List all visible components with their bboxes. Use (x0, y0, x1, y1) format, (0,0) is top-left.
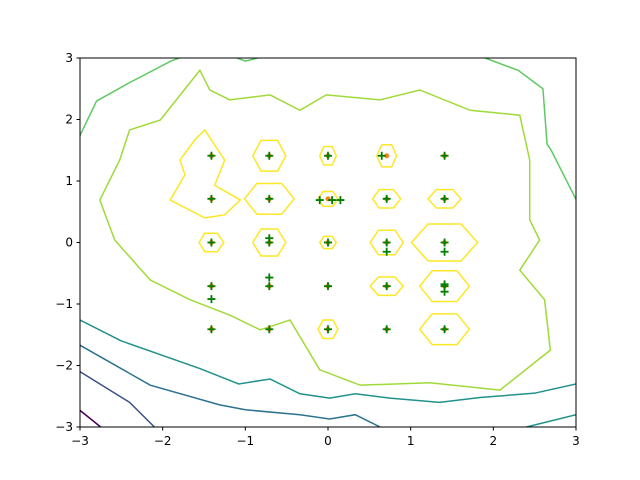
plus-marker (324, 151, 332, 160)
plus-marker (324, 238, 332, 247)
contour-line (236, 58, 258, 62)
y-tick-label: −2 (55, 359, 73, 373)
y-tick-label: 0 (65, 236, 73, 250)
plus-marker (207, 295, 216, 304)
x-tick-label: −2 (154, 434, 172, 448)
plus-marker (265, 194, 274, 203)
contour-line (375, 143, 398, 168)
y-tick-label: 2 (65, 113, 73, 127)
plus-marker (440, 238, 449, 247)
plus-marker (382, 282, 391, 291)
plus-marker (440, 280, 449, 289)
y-tick-label: −3 (55, 420, 73, 434)
plot-area (80, 58, 576, 427)
plus-marker (382, 247, 391, 256)
contour-line (318, 145, 338, 166)
contour-line (369, 229, 405, 256)
contour-line (99, 68, 552, 391)
x-tick-label: 0 (324, 434, 332, 448)
plus-marker (382, 325, 391, 334)
plus-marker (265, 234, 274, 243)
contour-line (80, 319, 576, 404)
contour-line (169, 128, 242, 219)
y-tick-label: 3 (65, 51, 73, 65)
plus-marker (324, 325, 332, 334)
contour-line (198, 232, 225, 253)
plus-marker (382, 238, 391, 247)
dot-marker (384, 153, 390, 159)
plus-marker (265, 151, 274, 160)
contour-line (418, 270, 471, 303)
plus-marker (440, 247, 449, 256)
plus-marker (207, 282, 216, 291)
plus-marker (382, 194, 391, 203)
plus-marker (265, 325, 274, 334)
contour-line (251, 139, 287, 172)
contour-line (317, 319, 339, 340)
plus-marker (207, 238, 216, 247)
contour-line (243, 182, 296, 215)
contour-line (410, 223, 479, 262)
contour-line (418, 313, 471, 346)
plus-marker (440, 325, 449, 334)
x-tick-label: −1 (236, 434, 254, 448)
y-tick-label: −1 (55, 297, 73, 311)
plus-marker (440, 151, 449, 160)
contour-line (484, 58, 576, 200)
contour-line (80, 409, 102, 427)
x-tick-label: 1 (407, 434, 415, 448)
plus-marker (315, 196, 324, 205)
plus-marker (207, 325, 216, 334)
plus-marker (265, 282, 274, 291)
plus-marker (440, 287, 449, 296)
contour-line (80, 344, 381, 427)
plus-marker (324, 282, 332, 291)
contour-line (369, 276, 405, 297)
contour-line (318, 235, 338, 250)
plus-marker (207, 194, 216, 203)
plus-marker (265, 273, 274, 282)
contour-line (80, 371, 155, 427)
plus-marker (440, 194, 449, 203)
plus-marker (328, 196, 337, 205)
x-tick-label: −3 (71, 434, 89, 448)
contour-line (251, 228, 287, 257)
axes: −3 −2 −1 0 1 2 3 −3 −2 −1 0 1 2 3 (55, 51, 580, 448)
x-tick-label: 3 (572, 434, 580, 448)
contour-line (526, 413, 576, 427)
contour-line (80, 58, 180, 136)
contour-line (371, 188, 402, 209)
y-tick-label: 1 (65, 174, 73, 188)
plus-marker (336, 196, 345, 205)
plus-marker (207, 151, 216, 160)
plus-marker (377, 151, 386, 160)
contour-line (317, 190, 339, 207)
x-tick-label: 2 (490, 434, 498, 448)
contour-line (427, 188, 463, 209)
